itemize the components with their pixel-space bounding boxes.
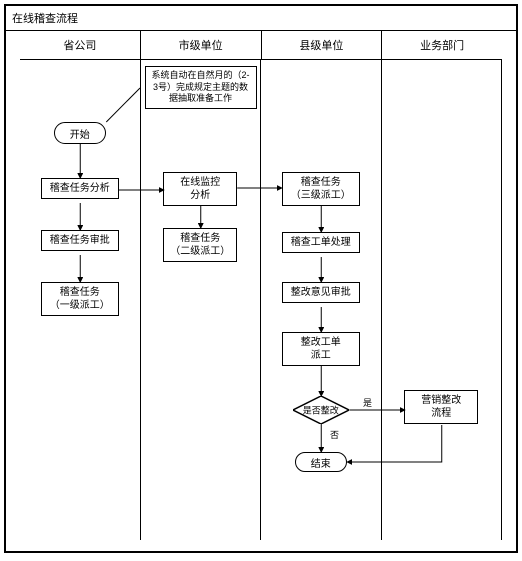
node-task-approve: 稽查任务审批 — [41, 230, 119, 251]
label-yes: 是 — [363, 396, 372, 409]
lane-4: 营销整改 流程 — [382, 60, 503, 540]
lane-header-1: 省公司 — [20, 31, 141, 59]
lane-header-4: 业务部门 — [382, 31, 502, 59]
lanes-body: 开始 稽查任务分析 稽查任务审批 稽查任务 （一级派工） 系统自动在自然月的（2… — [20, 60, 502, 540]
node-level3-dispatch: 稽查任务 （三级派工） — [282, 172, 360, 206]
node-online-monitor: 在线监控 分析 — [163, 172, 237, 206]
flowchart-frame: 在线稽查流程 省公司 市级单位 县级单位 业务部门 开始 稽查任务分析 稽查任务… — [4, 4, 518, 553]
note-box: 系统自动在自然月的（2-3号）完成规定主题的数据抽取准备工作 — [145, 66, 257, 109]
decision-label: 是否整改 — [293, 404, 349, 417]
node-task-analysis: 稽查任务分析 — [41, 178, 119, 199]
node-marketing-rectify: 营销整改 流程 — [404, 390, 478, 424]
node-rectify-dispatch: 整改工单 派工 — [282, 332, 360, 366]
node-level1-dispatch: 稽查任务 （一级派工） — [41, 282, 119, 316]
lane-header-3: 县级单位 — [262, 31, 383, 59]
lanes-header: 省公司 市级单位 县级单位 业务部门 — [20, 31, 502, 60]
node-workorder-process: 稽查工单处理 — [282, 232, 360, 253]
lane-header-2: 市级单位 — [141, 31, 262, 59]
start-node: 开始 — [54, 122, 106, 144]
end-node: 结束 — [295, 452, 347, 472]
node-rectify-approve: 整改意见审批 — [282, 282, 360, 303]
diagram-title: 在线稽查流程 — [6, 6, 516, 31]
lane-2: 系统自动在自然月的（2-3号）完成规定主题的数据抽取准备工作 在线监控 分析 稽… — [141, 60, 262, 540]
decision-rectify: 是否整改 — [293, 396, 349, 424]
lane-1: 开始 稽查任务分析 稽查任务审批 稽查任务 （一级派工） — [20, 60, 141, 540]
label-no: 否 — [330, 428, 339, 441]
lane-3: 稽查任务 （三级派工） 稽查工单处理 整改意见审批 整改工单 派工 是否整改 结… — [261, 60, 382, 540]
node-level2-dispatch: 稽查任务 （二级派工） — [163, 228, 237, 262]
